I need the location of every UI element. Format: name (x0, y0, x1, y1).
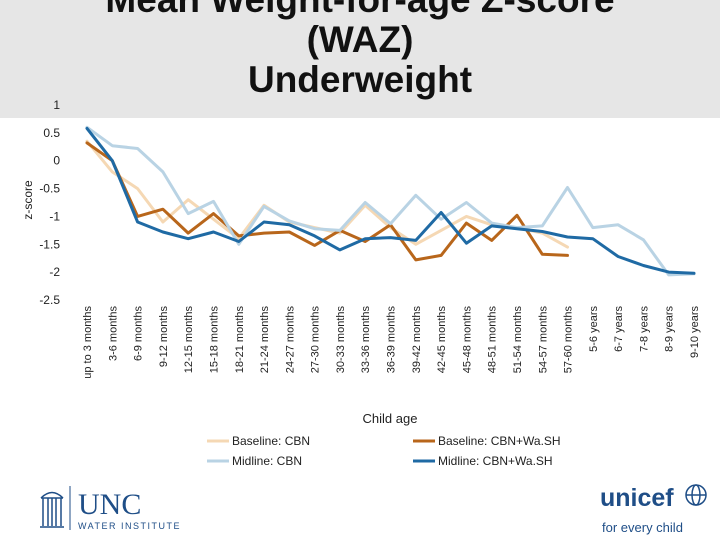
series-line (85, 125, 696, 277)
unc-logo: UNC WATER INSTITUTE (40, 486, 181, 531)
old-well-icon (40, 491, 64, 528)
title-banner (0, 0, 720, 118)
x-tick-label: 6-7 years (613, 306, 625, 352)
x-tick-label: 54-57 months (537, 306, 549, 374)
chart-series (85, 125, 696, 277)
x-tick-label: 3-6 months (107, 306, 119, 362)
legend-label: Midline: CBN (232, 454, 302, 468)
chart-title: Mean Weight-for-age Z-score (WAZ) Underw… (0, 0, 720, 100)
x-tick-label: 24-27 months (284, 306, 296, 374)
x-tick-label: 21-24 months (259, 306, 271, 374)
title-line-1: Mean Weight-for-age Z-score (0, 0, 720, 20)
globe-icon (685, 484, 707, 506)
x-tick-label: 57-60 months (563, 306, 575, 374)
unicef-tagline: for every child (602, 520, 683, 535)
title-line-2: (WAZ) (306, 19, 414, 60)
x-tick-label: 45-48 months (461, 306, 473, 374)
x-tick-label: 18-21 months (234, 306, 246, 374)
x-tick-label: up to 3 months (82, 306, 94, 379)
legend-label: Midline: CBN+Wa.SH (438, 454, 553, 468)
unicef-logo-text: unicef (600, 484, 674, 512)
chart-legend: Baseline: CBN Baseline: CBN+Wa.SH Midline:… (207, 434, 561, 468)
unc-logo-subtext: WATER INSTITUTE (78, 521, 181, 531)
x-axis-label: Child age (363, 411, 418, 426)
unicef-logo: unicef for every child (600, 484, 707, 535)
unc-logo-text: UNC (78, 488, 141, 521)
x-tick-label: 39-42 months (411, 306, 423, 374)
y-tick-label: 0.5 (43, 126, 60, 140)
x-tick-label: 9-10 years (689, 306, 701, 358)
x-tick-label: 33-36 months (360, 306, 372, 374)
x-tick-label: 12-15 months (183, 306, 195, 374)
series-line (85, 126, 696, 275)
x-tick-label: 36-39 months (386, 306, 398, 374)
y-tick-label: 0 (53, 154, 60, 168)
x-tick-label: 15-18 months (208, 306, 220, 374)
x-tick-label: 42-45 months (436, 306, 448, 374)
x-tick-label: 8-9 years (664, 306, 676, 352)
x-tick-label: 7-8 years (638, 306, 650, 352)
x-axis-ticks: up to 3 months 3-6 months 6-9 months 9-12 m… (82, 306, 701, 379)
legend-label: Baseline: CBN+Wa.SH (438, 434, 561, 448)
y-tick-label: -0.5 (39, 182, 60, 196)
series-line (85, 141, 569, 262)
y-axis-label: z-score (21, 180, 35, 220)
x-tick-label: 30-33 months (335, 306, 347, 374)
title-line-3: Underweight (247, 59, 473, 100)
y-tick-label: -1.5 (39, 237, 60, 251)
y-tick-label: -2 (49, 265, 60, 279)
x-tick-label: 27-30 months (310, 306, 322, 374)
x-tick-label: 5-6 years (588, 306, 600, 352)
x-tick-label: 9-12 months (158, 306, 170, 368)
y-axis-ticks: 1 0.5 0 -0.5 -1 -1.5 -2 -2.5 (39, 98, 60, 307)
y-tick-label: -1 (49, 209, 60, 223)
y-tick-label: -2.5 (39, 293, 60, 307)
legend-label: Baseline: CBN (232, 434, 310, 448)
x-tick-label: 6-9 months (133, 306, 145, 362)
x-tick-label: 48-51 months (487, 306, 499, 374)
y-tick-label: 1 (53, 98, 60, 112)
x-tick-label: 51-54 months (512, 306, 524, 374)
